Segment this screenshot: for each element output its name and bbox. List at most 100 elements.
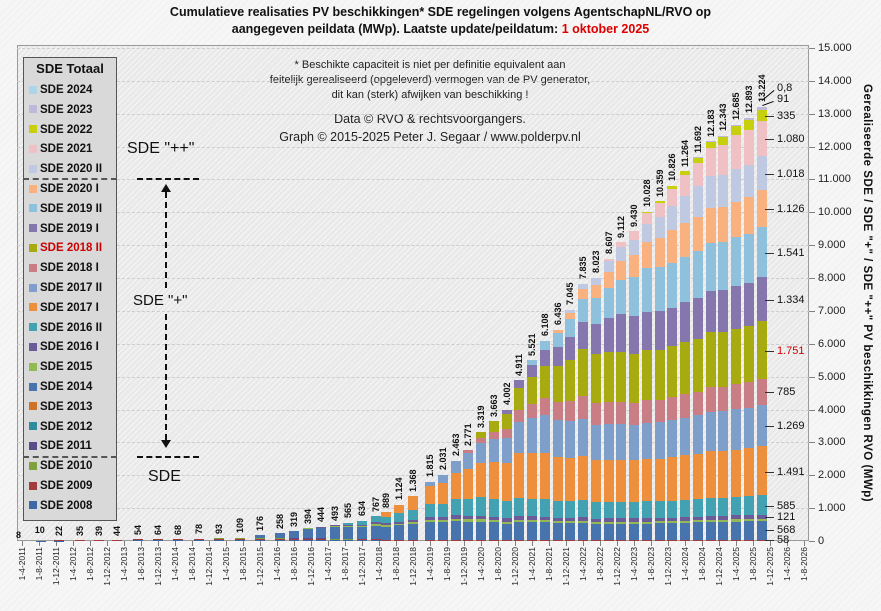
bar-segment — [463, 450, 474, 453]
bar-segment — [641, 521, 652, 524]
legend-item: SDE 2020 II — [29, 160, 102, 179]
bar-value-label: 394 — [302, 509, 313, 525]
bar-segment — [501, 518, 512, 522]
bar-segment — [705, 539, 716, 541]
bar-segment — [463, 539, 474, 541]
bar-segment — [552, 401, 563, 421]
bar-segment — [654, 458, 665, 502]
segment-value-label: 568 — [777, 523, 796, 536]
bar-segment — [629, 521, 639, 524]
legend-item: SDE 2024 — [29, 81, 92, 100]
x-axis-tick — [770, 541, 771, 546]
bar-segment — [527, 539, 537, 541]
bar-segment — [329, 526, 340, 527]
y-axis-tick — [809, 541, 815, 542]
bar-segment — [527, 376, 537, 404]
x-axis-tick — [209, 541, 210, 546]
legend-item-label: SDE 2014 — [40, 381, 93, 393]
x-axis-tick-label: 1-4-2026 — [782, 547, 792, 582]
bar-segment — [488, 540, 499, 541]
bar-segment — [641, 212, 652, 224]
x-axis-tick — [345, 541, 346, 546]
bar-segment — [539, 340, 550, 351]
bar-segment — [539, 414, 550, 454]
bar-segment — [565, 312, 576, 320]
bar-segment — [667, 346, 678, 398]
segment-value-label: 0,8 — [777, 82, 793, 95]
x-axis-tick-label: 1-12-2021 — [561, 547, 571, 586]
bar-segment — [743, 540, 754, 541]
segment-label-dash — [765, 517, 774, 519]
bar-segment — [408, 540, 418, 541]
bar-segment — [629, 231, 639, 240]
bar-segment — [302, 539, 313, 541]
disclaimer-line2: feitelijk gerealiseerd (opgeleverd) verm… — [269, 74, 591, 86]
bar-segment — [408, 522, 418, 524]
segment-value-label: 1.491 — [777, 465, 805, 478]
bar-segment — [756, 106, 767, 110]
bar-segment — [255, 539, 265, 541]
bar-segment — [616, 314, 627, 353]
bar-segment — [565, 336, 576, 361]
bar-segment — [255, 538, 265, 540]
legend-swatch-icon — [29, 283, 37, 292]
legend-item: SDE 2014 — [29, 378, 92, 397]
legend-item-label: SDE 2015 — [40, 361, 93, 374]
y-axis-tick-label: 12.000 — [818, 140, 852, 153]
bar-segment — [705, 387, 716, 412]
bar-segment — [275, 538, 286, 540]
bar-segment — [408, 519, 418, 523]
bar-segment — [488, 522, 499, 540]
x-axis-tick-label: 1-12-2019 — [459, 547, 469, 586]
chart-title: Cumulatieve realisaties PV beschikkingen… — [0, 4, 881, 38]
x-axis-tick — [464, 541, 465, 546]
bar-segment — [667, 521, 678, 524]
x-axis-tick — [549, 541, 550, 546]
era-divider-top-legend — [23, 178, 117, 180]
x-axis-tick — [583, 541, 584, 546]
bar-segment — [488, 438, 499, 462]
chart-title-line2: aangegeven peildata (MWp). Laatste updat… — [0, 21, 881, 38]
x-axis-tick-label: 1-8-2025 — [748, 547, 758, 582]
bar-segment — [514, 539, 525, 541]
bar-segment — [743, 407, 754, 449]
bar-segment — [437, 521, 448, 540]
y-axis-tick — [809, 475, 815, 477]
bar-segment — [552, 457, 563, 501]
bar-segment — [616, 518, 627, 522]
chart-title-line2-prefix: aangegeven peildata (MWp). Laatste updat… — [231, 22, 562, 36]
bar-segment — [552, 366, 563, 402]
bar-segment — [743, 129, 754, 165]
bar-segment — [705, 141, 716, 142]
gridline — [17, 212, 809, 214]
bar-segment — [731, 409, 741, 450]
bar-value-label: 54 — [132, 525, 143, 536]
bar-segment — [629, 502, 639, 519]
x-axis-tick — [22, 541, 23, 546]
bar-segment — [743, 197, 754, 234]
legend-item-label: SDE 2012 — [40, 420, 93, 433]
segment-label-dash — [765, 392, 774, 394]
bar-segment — [641, 350, 652, 401]
gridline — [17, 376, 809, 378]
y-axis-tick-label: 10.000 — [818, 206, 852, 219]
bar-segment — [590, 298, 601, 324]
x-axis-tick-label: 1-12-2017 — [357, 547, 367, 586]
bar-segment — [616, 401, 627, 424]
bar-segment — [316, 538, 327, 540]
bar-segment — [527, 522, 537, 540]
y-axis-tick-label: 4.000 — [818, 403, 846, 416]
bar-segment — [380, 523, 391, 526]
bar-segment — [718, 540, 729, 541]
bar-segment — [756, 321, 767, 379]
x-axis-tick-label: 1-12-2018 — [408, 547, 418, 586]
bar-value-label: 889 — [380, 492, 391, 508]
bar-value-label: 12.685 — [731, 92, 741, 121]
bar-segment — [590, 502, 601, 519]
x-axis-tick-label: 1-12-2023 — [663, 547, 673, 586]
bar-segment — [578, 517, 588, 521]
x-axis-tick-label: 1-12-2012 — [102, 547, 112, 586]
bar-segment — [705, 515, 716, 520]
legend-swatch-icon — [29, 85, 37, 94]
bar-segment — [501, 428, 512, 438]
